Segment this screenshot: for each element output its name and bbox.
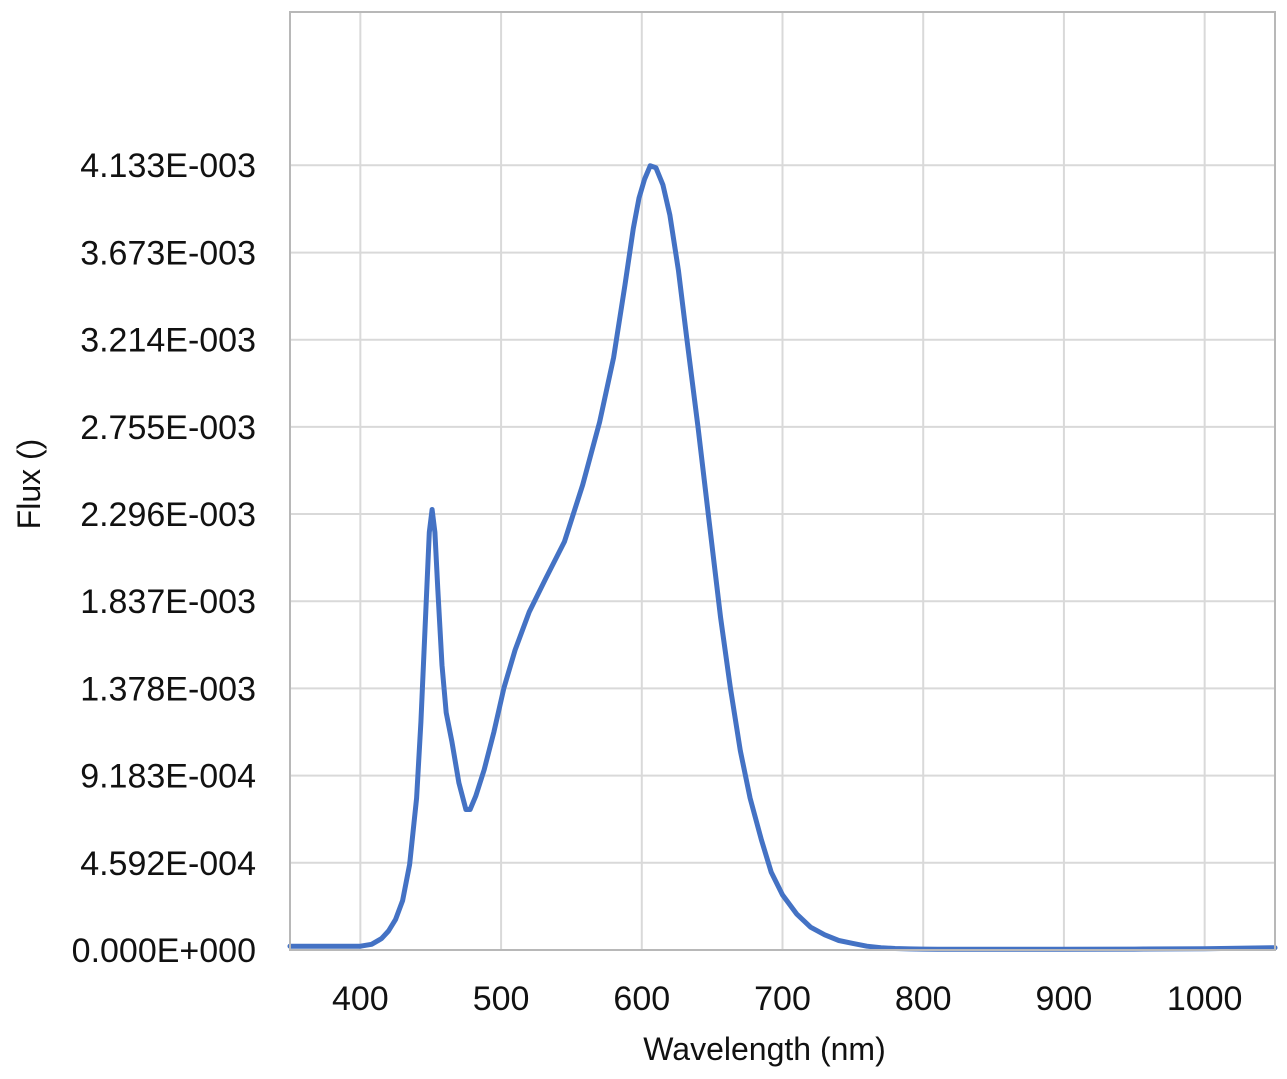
x-tick-label: 500 [473,980,530,1018]
x-axis-title: Wavelength (nm) [643,1031,885,1067]
series-layer [287,163,1278,952]
y-axis-title: Flux () [11,439,47,530]
y-tick-label: 4.133E-003 [80,147,256,185]
spectrum-line [287,163,1278,952]
y-tick-label: 9.183E-004 [80,758,256,796]
x-axis-ticks: 400 500 600 700 800 900 1000 [332,980,1242,1018]
x-tick-label: 800 [895,980,952,1018]
y-axis-ticks: 0.000E+000 4.592E-004 9.183E-004 1.378E-003… [72,147,256,970]
x-tick-label: 400 [332,980,389,1018]
x-tick-label: 700 [754,980,811,1018]
y-tick-label: 0.000E+000 [72,932,256,970]
y-tick-label: 2.296E-003 [80,496,256,534]
y-tick-label: 3.214E-003 [80,322,256,360]
y-tick-label: 3.673E-003 [80,235,256,273]
plot-frame [289,11,1276,951]
y-tick-label: 1.378E-003 [80,670,256,708]
x-tick-label: 600 [613,980,670,1018]
y-tick-label: 2.755E-003 [80,409,256,447]
x-tick-label: 900 [1036,980,1093,1018]
x-tick-label: 1000 [1167,980,1243,1018]
grid-lines [290,12,1275,951]
y-tick-label: 4.592E-004 [80,845,256,883]
y-tick-label: 1.837E-003 [80,583,256,621]
